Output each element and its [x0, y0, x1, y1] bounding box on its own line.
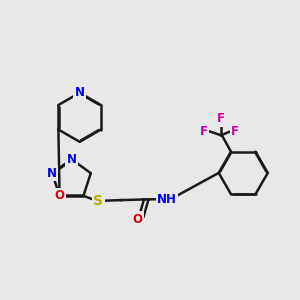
Text: O: O [55, 189, 64, 203]
Text: N: N [75, 86, 85, 99]
Text: S: S [93, 194, 103, 208]
Text: O: O [132, 213, 142, 226]
Text: N: N [47, 167, 57, 180]
Text: N: N [67, 153, 76, 166]
Text: F: F [231, 125, 239, 138]
Text: F: F [200, 125, 208, 138]
Text: NH: NH [157, 193, 177, 206]
Text: F: F [217, 112, 225, 125]
